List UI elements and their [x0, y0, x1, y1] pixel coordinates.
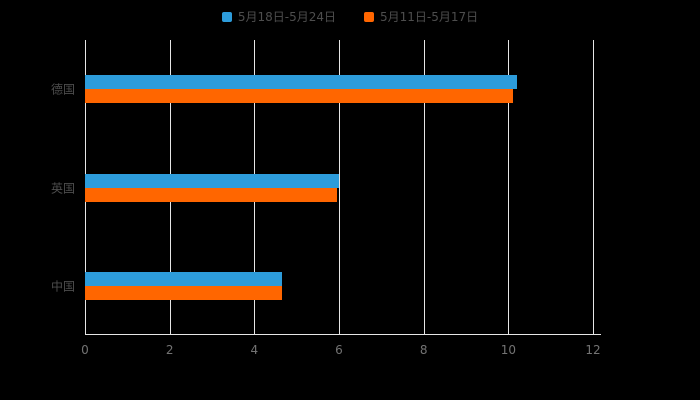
legend-swatch-blue-icon — [221, 11, 232, 22]
bar-blue — [85, 271, 282, 286]
category-label: 德国 — [50, 82, 75, 97]
plot-area: 0 2 4 6 8 10 12 德国英国中国 — [51, 40, 601, 357]
gridline — [593, 40, 594, 335]
chart-legend: 5月18日-5月24日 5月11日-5月17日 — [0, 8, 700, 25]
bar-blue — [85, 75, 517, 90]
bar-orange — [85, 285, 282, 300]
x-tick-label: 8 — [419, 343, 428, 357]
bar-orange — [85, 89, 513, 104]
x-tick-label: 2 — [165, 343, 174, 357]
gridline — [423, 40, 425, 335]
category-label: 中国 — [50, 279, 75, 294]
x-tick-label: 0 — [81, 343, 89, 357]
legend-item-series2[interactable]: 5月11日-5月17日 — [364, 8, 478, 25]
gridline — [339, 40, 340, 335]
x-tick-label: 6 — [335, 343, 343, 357]
x-axis-line — [85, 334, 601, 335]
bar-blue — [85, 173, 339, 188]
x-tick-label: 10 — [500, 343, 516, 357]
category-label: 英国 — [50, 181, 75, 195]
legend-label-series2: 5月11日-5月17日 — [380, 10, 479, 24]
x-tick-label: 12 — [585, 343, 601, 357]
legend-label-series1: 5月18日-5月24日 — [237, 10, 336, 24]
legend-swatch-orange-icon — [364, 11, 374, 22]
x-tick-label: 4 — [250, 343, 259, 357]
legend-item-series1[interactable]: 5月18日-5月24日 — [221, 8, 336, 25]
bar-orange — [85, 187, 337, 202]
gridline — [508, 40, 510, 335]
